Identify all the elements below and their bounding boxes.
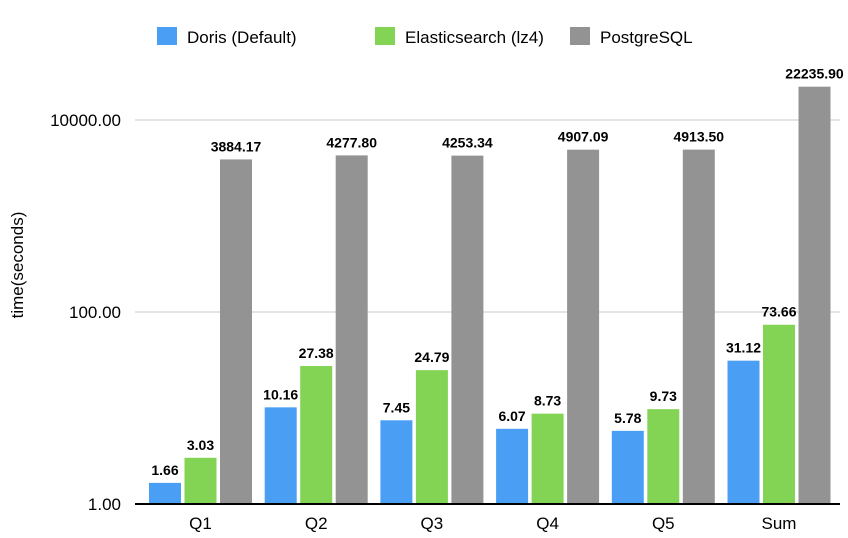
x-tick-label: Q5	[652, 514, 675, 533]
bar	[264, 407, 297, 504]
y-tick-labels: 1.00 100.00 10000.00	[50, 111, 121, 514]
x-tick-label: Q4	[536, 514, 559, 533]
bar	[149, 482, 181, 504]
data-label: 6.07	[498, 408, 525, 424]
data-label: 24.79	[414, 349, 449, 365]
y-tick-label: 10000.00	[50, 111, 121, 130]
bar	[496, 428, 529, 504]
legend-label: PostgreSQL	[600, 28, 693, 47]
bar	[727, 360, 760, 504]
bar	[380, 420, 413, 504]
x-tick-label: Sum	[762, 514, 797, 533]
legend-label: Doris (Default)	[187, 28, 297, 47]
data-label: 31.12	[726, 340, 761, 356]
data-label: 7.45	[383, 399, 410, 415]
bar	[567, 149, 600, 504]
data-label: 8.73	[534, 393, 561, 409]
x-tick-labels: Q1 Q2 Q3 Q4 Q5 Sum	[189, 514, 796, 533]
bar	[220, 159, 252, 504]
data-label: 4913.50	[673, 129, 724, 145]
bar	[184, 457, 217, 504]
data-label: 3884.17	[211, 138, 262, 154]
bar	[451, 155, 484, 504]
data-label: 10.16	[263, 386, 298, 402]
legend-swatch	[375, 27, 395, 45]
data-label: 9.73	[650, 388, 677, 404]
bar	[682, 149, 715, 504]
x-tick-label: Q3	[421, 514, 444, 533]
bar	[647, 409, 680, 504]
bar	[611, 430, 644, 504]
data-label: 1.66	[151, 462, 178, 478]
data-label: 4907.09	[558, 129, 609, 145]
gridlines	[135, 119, 840, 313]
x-tick-label: Q1	[189, 514, 212, 533]
bar	[531, 413, 564, 504]
data-label: 22235.90	[785, 66, 844, 82]
data-label: 3.03	[187, 437, 214, 453]
bar	[335, 155, 368, 504]
x-tick-label: Q2	[305, 514, 328, 533]
y-tick-label: 100.00	[69, 303, 121, 322]
legend: Doris (Default) Elasticsearch (lz4) Postgr…	[157, 27, 693, 47]
bar	[415, 370, 448, 504]
legend-swatch	[157, 27, 177, 45]
data-label: 5.78	[614, 410, 641, 426]
data-label: 4253.34	[442, 135, 493, 151]
bars: 1.66 3.03 3884.17 10.16 27.38 4277.80 7.45 24.7…	[149, 66, 844, 505]
bar	[300, 366, 333, 504]
data-label: 27.38	[299, 345, 334, 361]
bar	[798, 86, 831, 505]
data-label: 73.66	[761, 304, 796, 320]
data-label: 4277.80	[326, 134, 377, 150]
bar	[763, 324, 795, 504]
y-tick-label: 1.00	[88, 495, 121, 514]
y-axis-label: time(seconds)	[8, 212, 27, 319]
legend-swatch	[570, 27, 590, 45]
legend-label: Elasticsearch (lz4)	[405, 28, 544, 47]
